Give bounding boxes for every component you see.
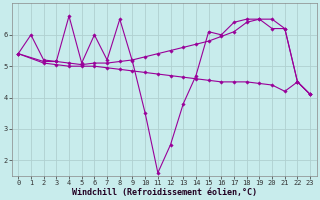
X-axis label: Windchill (Refroidissement éolien,°C): Windchill (Refroidissement éolien,°C) (72, 188, 257, 197)
